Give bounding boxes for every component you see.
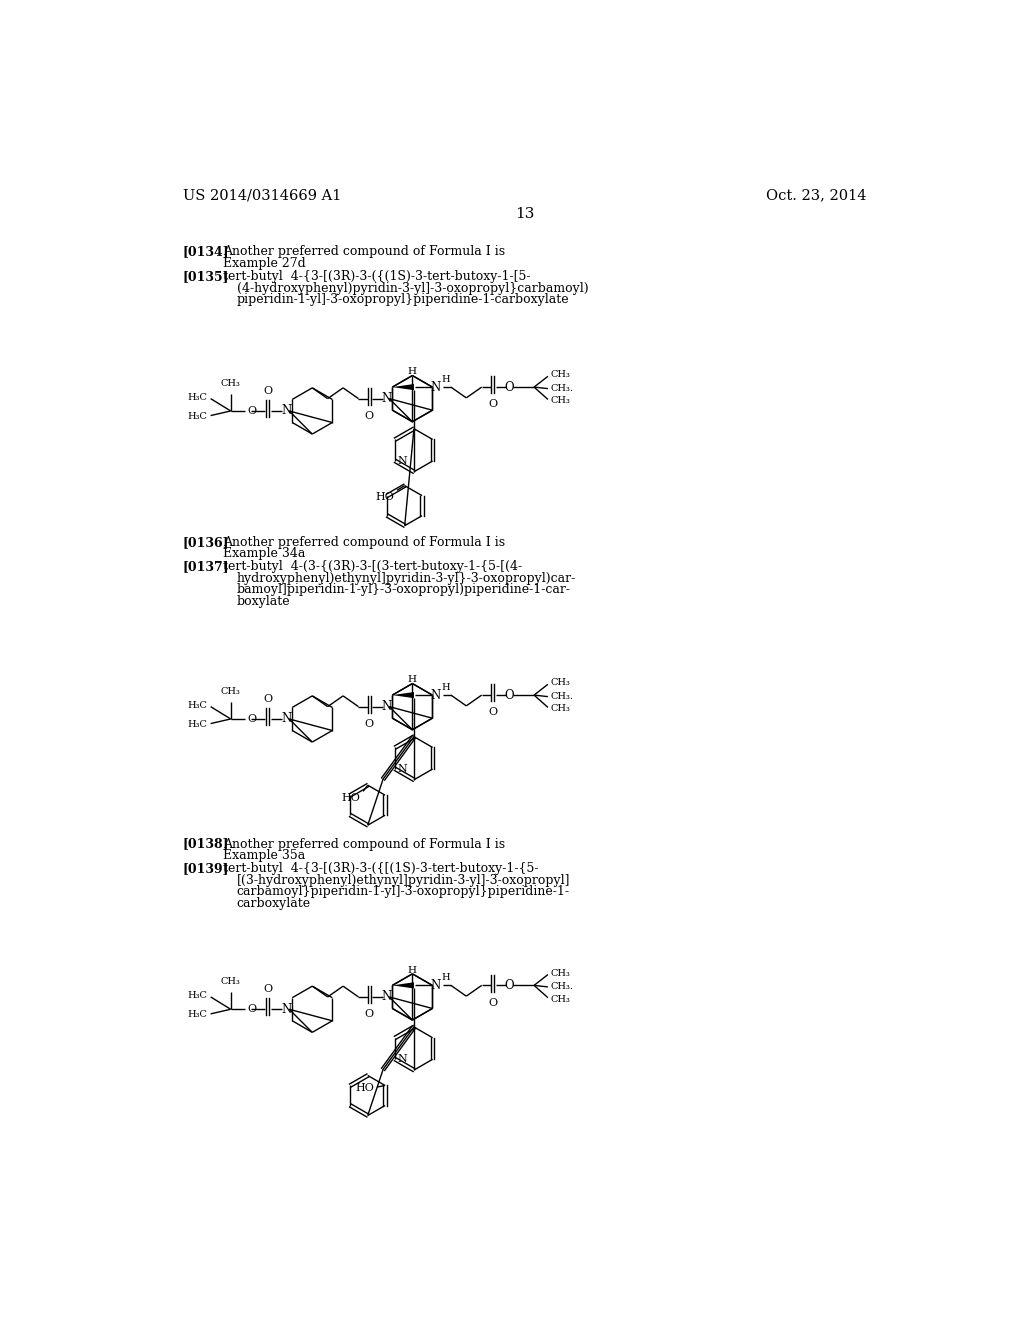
Text: Example 27d: Example 27d: [223, 257, 306, 271]
Text: CH₃: CH₃: [551, 969, 570, 978]
Text: Another preferred compound of Formula I is: Another preferred compound of Formula I …: [223, 246, 505, 259]
Text: H: H: [441, 682, 451, 692]
Text: CH₃.: CH₃.: [551, 692, 574, 701]
Text: Another preferred compound of Formula I is: Another preferred compound of Formula I …: [223, 837, 505, 850]
Text: CH₃: CH₃: [551, 396, 570, 405]
Text: O: O: [487, 708, 497, 717]
Text: N: N: [281, 404, 291, 417]
Text: [0138]: [0138]: [183, 837, 229, 850]
Text: carbamoyl}piperidin-1-yl]-3-oxopropyl}piperidine-1-: carbamoyl}piperidin-1-yl]-3-oxopropyl}pi…: [237, 886, 569, 899]
Text: N: N: [381, 990, 391, 1003]
Text: O: O: [248, 407, 257, 416]
Text: Oct. 23, 2014: Oct. 23, 2014: [766, 189, 866, 202]
Text: N: N: [381, 700, 391, 713]
Text: O: O: [505, 979, 514, 991]
Text: boxylate: boxylate: [237, 595, 291, 609]
Text: CH₃: CH₃: [551, 678, 570, 688]
Text: O: O: [365, 411, 374, 421]
Text: N: N: [281, 1003, 291, 1016]
Text: O: O: [248, 714, 257, 723]
Text: O: O: [248, 1005, 257, 1014]
Text: CH₃: CH₃: [551, 705, 570, 713]
Text: H₃C: H₃C: [187, 701, 208, 710]
Text: H₃C: H₃C: [187, 719, 208, 729]
Text: HO: HO: [341, 793, 360, 803]
Text: H₃C: H₃C: [187, 412, 208, 421]
Text: CH₃: CH₃: [551, 995, 570, 1003]
Polygon shape: [392, 982, 414, 989]
Text: CH₃: CH₃: [221, 686, 241, 696]
Text: Example 34a: Example 34a: [223, 548, 305, 560]
Text: O: O: [365, 719, 374, 729]
Text: H: H: [408, 367, 417, 376]
Text: carboxylate: carboxylate: [237, 896, 311, 909]
Text: (4-hydroxyphenyl)pyridin-3-yl]-3-oxopropyl}carbamoyl): (4-hydroxyphenyl)pyridin-3-yl]-3-oxoprop…: [237, 281, 589, 294]
Text: H: H: [441, 375, 451, 384]
Text: N: N: [397, 455, 408, 466]
Text: H: H: [441, 973, 451, 982]
Text: US 2014/0314669 A1: US 2014/0314669 A1: [183, 189, 341, 202]
Text: N: N: [397, 1055, 408, 1064]
Text: tert-butyl  4-{3-[(3R)-3-({(1S)-3-tert-butoxy-1-[5-: tert-butyl 4-{3-[(3R)-3-({(1S)-3-tert-bu…: [223, 271, 530, 282]
Text: H₃C: H₃C: [187, 991, 208, 999]
Text: Example 35a: Example 35a: [223, 849, 305, 862]
Text: hydroxyphenyl)ethynyl]pyridin-3-yl}-3-oxopropyl)car-: hydroxyphenyl)ethynyl]pyridin-3-yl}-3-ox…: [237, 572, 577, 585]
Polygon shape: [392, 692, 414, 698]
Text: H: H: [408, 676, 417, 684]
Text: O: O: [487, 998, 497, 1007]
Text: N: N: [397, 764, 408, 774]
Text: tert-butyl  4-(3-{(3R)-3-[(3-tert-butoxy-1-{5-[(4-: tert-butyl 4-(3-{(3R)-3-[(3-tert-butoxy-…: [223, 560, 522, 573]
Text: O: O: [505, 689, 514, 702]
Text: 13: 13: [515, 207, 535, 220]
Text: CH₃: CH₃: [551, 371, 570, 379]
Text: Another preferred compound of Formula I is: Another preferred compound of Formula I …: [223, 536, 505, 549]
Text: [(3-hydroxyphenyl)ethynyl]pyridin-3-yl]-3-oxopropyl]: [(3-hydroxyphenyl)ethynyl]pyridin-3-yl]-…: [237, 874, 570, 887]
Text: [0137]: [0137]: [183, 560, 229, 573]
Text: H₃C: H₃C: [187, 1010, 208, 1019]
Text: H₃C: H₃C: [187, 392, 208, 401]
Text: CH₃: CH₃: [221, 977, 241, 986]
Text: O: O: [505, 380, 514, 393]
Text: H: H: [408, 966, 417, 974]
Text: [0136]: [0136]: [183, 536, 229, 549]
Text: O: O: [487, 400, 497, 409]
Text: CH₃: CH₃: [221, 379, 241, 388]
Text: CH₃.: CH₃.: [551, 982, 574, 991]
Text: N: N: [430, 380, 440, 393]
Text: bamoyl]piperidin-1-yl}-3-oxopropyl)piperidine-1-car-: bamoyl]piperidin-1-yl}-3-oxopropyl)piper…: [237, 583, 570, 597]
Text: N: N: [430, 689, 440, 702]
Text: O: O: [264, 693, 273, 704]
Text: [0134]: [0134]: [183, 246, 229, 259]
Text: piperidin-1-yl]-3-oxopropyl}piperidine-1-carboxylate: piperidin-1-yl]-3-oxopropyl}piperidine-1…: [237, 293, 569, 306]
Text: O: O: [365, 1010, 374, 1019]
Text: [0139]: [0139]: [183, 862, 229, 875]
Polygon shape: [392, 384, 414, 391]
Text: CH₃.: CH₃.: [551, 384, 574, 393]
Text: N: N: [430, 979, 440, 991]
Text: O: O: [264, 983, 273, 994]
Text: N: N: [381, 392, 391, 405]
Text: [0135]: [0135]: [183, 271, 229, 282]
Text: N: N: [281, 713, 291, 726]
Text: O: O: [264, 385, 273, 396]
Text: tert-butyl  4-{3-[(3R)-3-({[(1S)-3-tert-butoxy-1-{5-: tert-butyl 4-{3-[(3R)-3-({[(1S)-3-tert-b…: [223, 862, 539, 875]
Text: HO: HO: [355, 1082, 375, 1093]
Text: HO: HO: [375, 492, 394, 502]
